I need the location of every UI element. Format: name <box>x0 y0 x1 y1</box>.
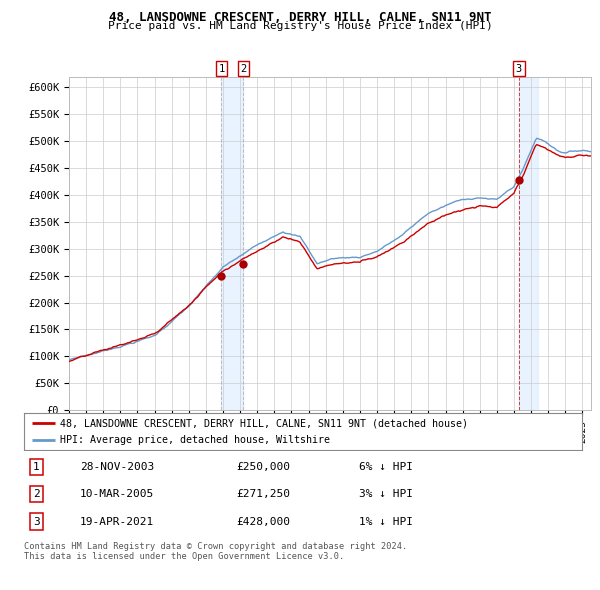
Text: 3: 3 <box>516 64 522 74</box>
Text: 19-APR-2021: 19-APR-2021 <box>80 516 154 526</box>
Bar <box>221 77 244 410</box>
Text: 1: 1 <box>218 64 224 74</box>
Text: 1: 1 <box>33 462 40 472</box>
Text: £428,000: £428,000 <box>236 516 290 526</box>
Bar <box>519 77 538 410</box>
Text: 2: 2 <box>33 489 40 499</box>
Text: 3: 3 <box>33 516 40 526</box>
Text: 28-NOV-2003: 28-NOV-2003 <box>80 462 154 472</box>
Text: 3% ↓ HPI: 3% ↓ HPI <box>359 489 413 499</box>
Text: 1% ↓ HPI: 1% ↓ HPI <box>359 516 413 526</box>
Text: £250,000: £250,000 <box>236 462 290 472</box>
Text: 10-MAR-2005: 10-MAR-2005 <box>80 489 154 499</box>
Text: HPI: Average price, detached house, Wiltshire: HPI: Average price, detached house, Wilt… <box>60 435 330 445</box>
Text: 48, LANSDOWNE CRESCENT, DERRY HILL, CALNE, SN11 9NT: 48, LANSDOWNE CRESCENT, DERRY HILL, CALN… <box>109 11 491 24</box>
Text: Contains HM Land Registry data © Crown copyright and database right 2024.
This d: Contains HM Land Registry data © Crown c… <box>24 542 407 561</box>
Text: 6% ↓ HPI: 6% ↓ HPI <box>359 462 413 472</box>
Text: Price paid vs. HM Land Registry's House Price Index (HPI): Price paid vs. HM Land Registry's House … <box>107 21 493 31</box>
Text: 48, LANSDOWNE CRESCENT, DERRY HILL, CALNE, SN11 9NT (detached house): 48, LANSDOWNE CRESCENT, DERRY HILL, CALN… <box>60 418 468 428</box>
Text: 2: 2 <box>240 64 247 74</box>
Text: £271,250: £271,250 <box>236 489 290 499</box>
